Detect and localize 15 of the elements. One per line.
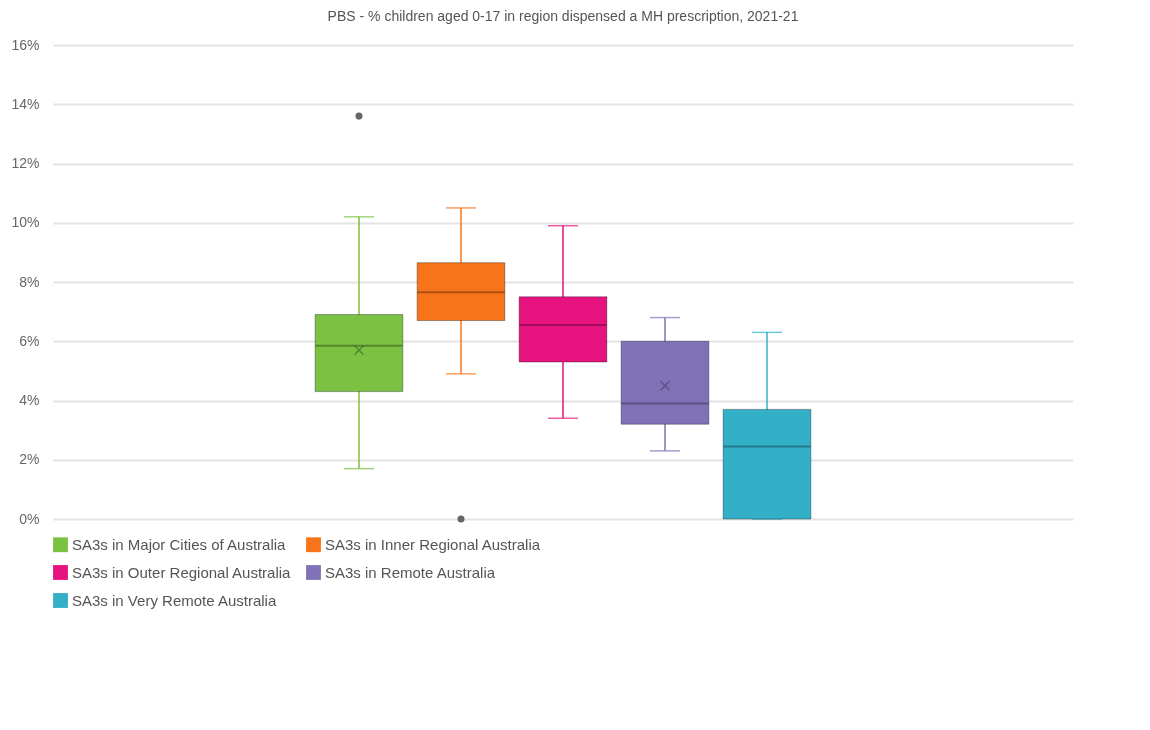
legend-label: SA3s in Very Remote Australia [72,591,277,609]
y-tick-label: 2% [19,451,40,468]
y-tick-label: 4% [19,392,40,408]
chart-title: PBS - % children aged 0-17 in region dispensed a MH prescription, 2021-21 [327,8,799,24]
y-tick-label: 6% [19,332,40,349]
y-tick-label: 14% [11,95,40,112]
legend-label: SA3s in Inner Regional Australia [325,535,541,553]
y-tick-label: 0% [19,510,40,527]
legend-label: SA3s in Remote Australia [325,563,496,581]
y-tick-label: 16% [11,36,40,53]
y-tick-label: 12% [11,155,40,171]
y-tick-label: 8% [19,273,40,290]
y-tick-label: 10% [11,214,40,231]
legend-label: SA3s in Major Cities of Australia [72,535,287,553]
legend-label: SA3s in Outer Regional Australia [72,563,292,581]
